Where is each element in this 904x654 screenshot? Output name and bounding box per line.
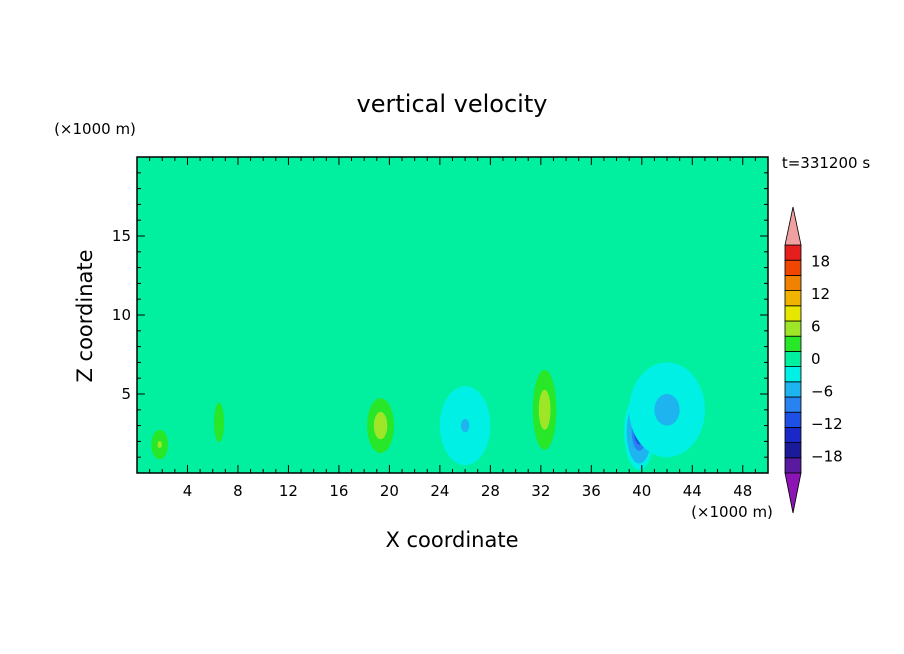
- x-tick-label: 40: [632, 482, 651, 500]
- colorbar-bin: [784, 350, 802, 367]
- colorbar-bin: [784, 457, 802, 474]
- colorbar-under-triangle: [784, 472, 802, 514]
- x-tick-label: 8: [233, 482, 243, 500]
- updraft-region-2: [502, 236, 630, 458]
- colorbar-tick-label: 12: [811, 285, 830, 303]
- colorbar-bin: [784, 396, 802, 413]
- x-tick-label: 32: [531, 482, 550, 500]
- x-tick-label: 36: [582, 482, 601, 500]
- colorbar-tick-label: −18: [811, 448, 843, 466]
- weak-downdraft-x26-level-6: [460, 419, 470, 433]
- chart-title: vertical velocity: [357, 90, 548, 118]
- colorbar-bin: [784, 381, 802, 398]
- x-axis-label: X coordinate: [385, 528, 518, 552]
- colorbar-tick-label: 18: [811, 252, 830, 270]
- colorbar-bin: [784, 244, 802, 261]
- colorbar-tick-label: 6: [811, 317, 821, 335]
- upper-green-patch: [654, 236, 731, 300]
- x-tick-label: 16: [329, 482, 348, 500]
- y-tick-label: 15: [112, 227, 131, 245]
- colorbar: 18 12 6 0 −6 −12 −18: [784, 206, 843, 514]
- x-tick-label: 12: [279, 482, 298, 500]
- updraft-core-x2: [147, 422, 173, 467]
- contour-features: [147, 236, 731, 470]
- updraft-core-x19: [360, 384, 401, 467]
- colorbar-tick-label: −12: [811, 415, 843, 433]
- x-axis: 4 8 12 16 20 24 28 32 36 40 44 48: [149, 157, 756, 500]
- updraft-core-x32: [526, 349, 563, 470]
- colorbar-tick-label: 0: [811, 350, 821, 368]
- weak-downdraft-x26: [439, 386, 491, 466]
- weak-downdraft-x42: [629, 362, 705, 458]
- colorbar-bin: [784, 290, 802, 307]
- upper-green-patch-level-6: [685, 262, 699, 273]
- colorbar-bin: [784, 320, 802, 337]
- colorbar-bin: [784, 274, 802, 291]
- updraft-core-x6: [208, 382, 230, 462]
- weak-downdraft-x42-level-6: [660, 401, 674, 418]
- time-label: t=331200 s: [782, 154, 870, 172]
- updraft-core-x19-level-6: [377, 418, 384, 433]
- colorbar-bin: [784, 259, 802, 276]
- updraft-region-1: [187, 236, 440, 458]
- x-tick-label: 24: [430, 482, 449, 500]
- colorbar-bin: [784, 442, 802, 459]
- colorbar-bin: [784, 305, 802, 322]
- y-tick-label: 5: [121, 385, 131, 403]
- y-axis: 5 10 15: [112, 172, 768, 458]
- x-tick-label: 20: [380, 482, 399, 500]
- x-tick-label: 44: [683, 482, 702, 500]
- y-axis-label: Z coordinate: [73, 249, 97, 382]
- colorbar-tick-label: −6: [811, 383, 833, 401]
- colorbar-bin: [784, 366, 802, 383]
- x-tick-label: 28: [481, 482, 500, 500]
- x-tick-label: 4: [183, 482, 193, 500]
- updraft-core-x2-level-6: [157, 440, 162, 449]
- x-tick-label: 48: [733, 482, 752, 500]
- x-unit-label: (×1000 m): [691, 503, 773, 521]
- updraft-region-1-level-6: [292, 328, 335, 366]
- updraft-core-x6-level-6: [217, 415, 221, 430]
- plot-area: [136, 156, 769, 474]
- colorbar-bin: [784, 335, 802, 352]
- colorbar-bin: [784, 426, 802, 443]
- colorbar-bin: [784, 411, 802, 428]
- updraft-core-x32-level-6: [541, 399, 548, 420]
- updraft-region-2-level-6: [555, 328, 577, 366]
- y-tick-label: 10: [112, 306, 131, 324]
- y-unit-label: (×1000 m): [54, 120, 136, 138]
- colorbar-over-triangle: [784, 206, 802, 246]
